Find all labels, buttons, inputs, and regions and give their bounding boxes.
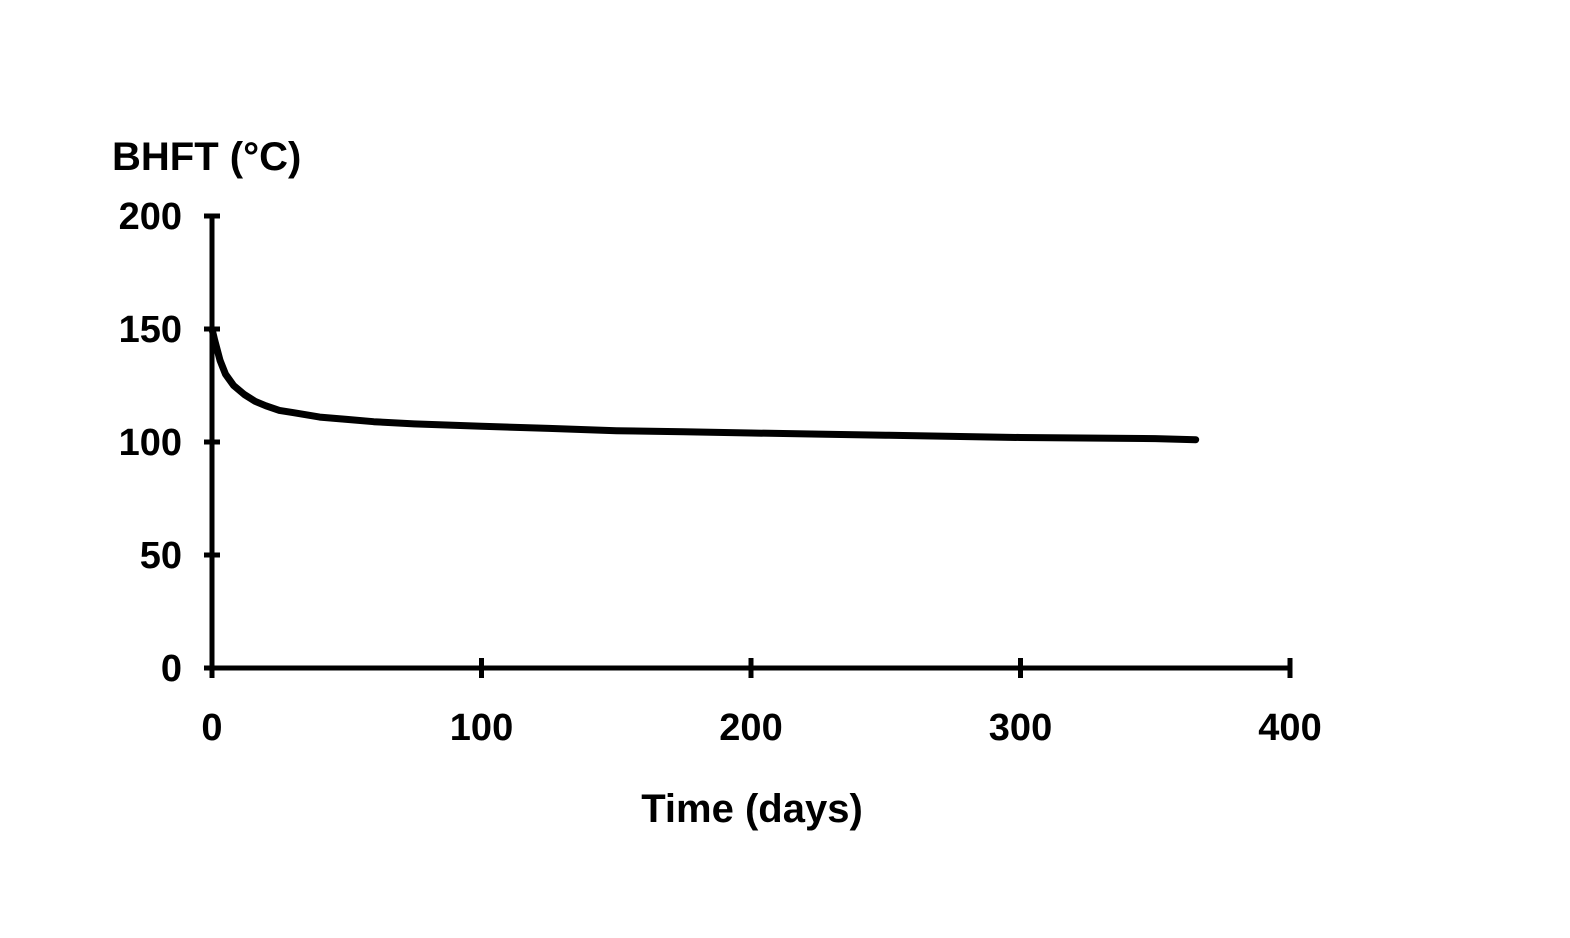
y-axis-title: BHFT (°C) (112, 135, 301, 179)
y-tick-label: 150 (119, 309, 182, 351)
y-tick-label: 200 (119, 196, 182, 238)
x-ticks: 0 100 200 300 400 (201, 658, 1322, 749)
series-group (208, 325, 1200, 444)
x-tick-label: 0 (201, 707, 222, 749)
y-tick-label: 50 (140, 535, 182, 577)
series-line (208, 325, 1200, 444)
y-tick-label: 100 (119, 422, 182, 464)
x-tick-label: 300 (989, 707, 1052, 749)
x-axis-title: Time (days) (641, 787, 863, 831)
y-tick-label: 0 (161, 648, 182, 690)
x-tick-label: 200 (719, 707, 782, 749)
x-tick-label: 100 (450, 707, 513, 749)
x-tick-label: 400 (1258, 707, 1321, 749)
axes (209, 213, 1293, 671)
y-ticks: 0 50 100 150 200 (119, 196, 220, 690)
